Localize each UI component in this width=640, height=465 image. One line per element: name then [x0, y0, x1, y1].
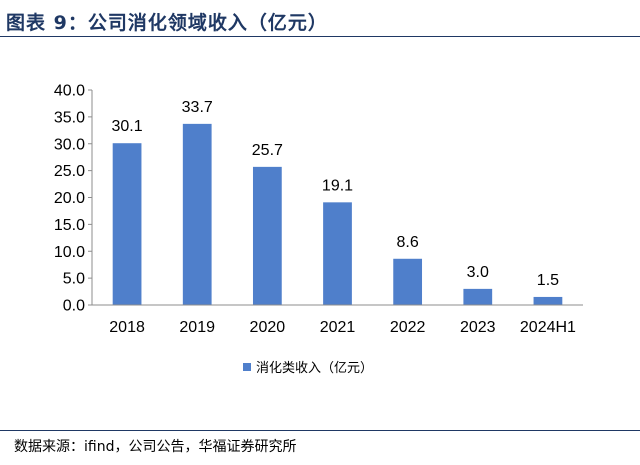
y-tick-label: 35.0 [54, 109, 85, 126]
bar-2024H1 [533, 296, 563, 305]
data-label: 25.7 [252, 142, 283, 159]
bar-2020 [252, 166, 282, 305]
data-label: 1.5 [537, 272, 559, 289]
legend-label: 消化类收入（亿元） [256, 361, 373, 376]
legend: 消化类收入（亿元） [243, 361, 373, 376]
y-tick-label: 30.0 [54, 136, 85, 153]
y-tick-label: 25.0 [54, 163, 85, 180]
y-tick-label: 5.0 [63, 271, 85, 288]
data-label: 33.7 [182, 99, 213, 116]
bar-2018 [112, 143, 142, 305]
x-axis: 2018 2019 2020 2021 2022 2023 2024H1 [92, 304, 583, 336]
data-label: 30.1 [112, 118, 143, 135]
source-rule [0, 430, 640, 431]
x-tick-label: 2022 [390, 319, 426, 336]
title-rule [0, 36, 640, 37]
legend-swatch [243, 363, 251, 371]
x-tick-label: 2019 [179, 319, 215, 336]
y-tick-label: 40.0 [54, 83, 85, 100]
y-tick-label: 20.0 [54, 190, 85, 207]
bar-2022 [393, 258, 423, 305]
figure-title: 图表 9：公司消化领域收入（亿元） [6, 12, 328, 34]
bars: 30.1 33.7 25.7 19.1 8.6 3.0 1.5 [112, 99, 563, 305]
y-tick-label: 15.0 [54, 217, 85, 234]
x-tick-label: 2024H1 [520, 319, 576, 336]
x-tick-label: 2020 [250, 319, 286, 336]
y-tick-label: 10.0 [54, 244, 85, 261]
source-note: 数据来源：ifind，公司公告，华福证券研究所 [14, 439, 297, 455]
x-tick-label: 2023 [460, 319, 496, 336]
x-tick-label: 2018 [109, 319, 145, 336]
y-tick-label: 0.0 [63, 298, 85, 315]
data-label: 19.1 [322, 177, 353, 194]
y-axis: 0.0 5.0 10.0 15.0 20.0 25.0 30.0 35.0 40.0 [54, 83, 93, 315]
bar-2019 [182, 123, 212, 305]
bar-2023 [463, 288, 493, 305]
data-label: 3.0 [467, 264, 489, 281]
data-label: 8.6 [397, 234, 419, 251]
x-tick-label: 2021 [320, 319, 356, 336]
bar-2021 [323, 202, 352, 305]
bar-chart: 0.05.010.015.020.025.030.035.040.0 30.13… [54, 83, 583, 376]
